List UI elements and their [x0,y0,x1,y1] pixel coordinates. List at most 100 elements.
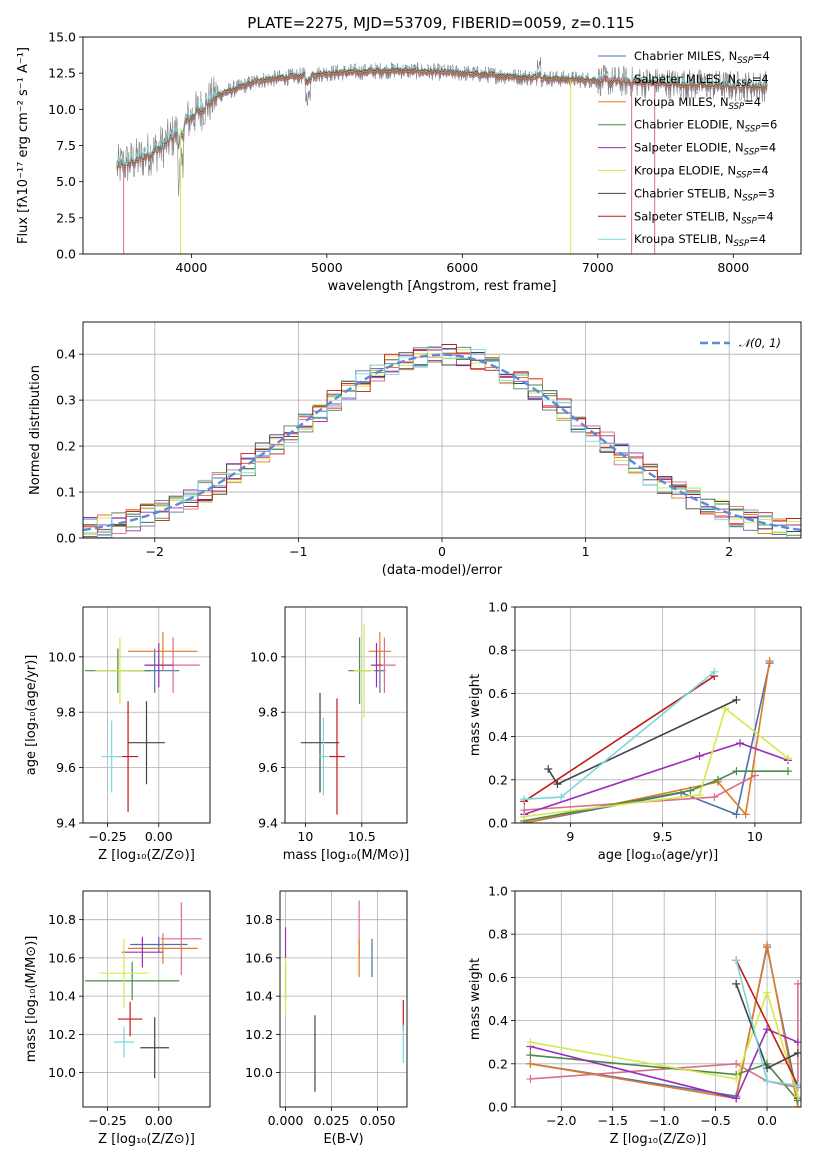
y-tick-label: 10.0 [245,1065,273,1080]
x-tick-label: 5000 [311,260,343,275]
errorbar-kroupa-elodie [99,938,149,1008]
errorbar-chabrier-elodie [85,961,180,1000]
y-tick-label: 10.4 [245,989,273,1004]
legend-entry-chabrier-stelib: Chabrier STELIB, NSSP=3 [634,186,775,203]
y-tick-label: 0.0 [56,531,76,546]
y-tick-label: 10.0 [48,649,76,664]
y-tick-label: 9.8 [258,705,278,720]
errorbar-kroupa-elodie [353,623,375,718]
legend-entry-chabrier-elodie: Chabrier ELODIE, NSSP=6 [634,118,777,135]
weight-marker [732,979,741,988]
errorbar-chabrier-stelib [128,701,165,785]
normal-reference-curve [83,353,801,532]
weight-line-salpeter-elodie [526,1025,801,1103]
x-tick-label: 10.5 [348,829,376,844]
y-tick-label: 12.5 [48,66,76,81]
x-tick-label: 0.050 [360,1113,396,1128]
y-tick-label: 0.2 [56,439,76,454]
figure-title: PLATE=2275, MJD=53709, FIBERID=0059, z=0… [247,14,634,32]
y-tick-label: 1.0 [488,600,508,615]
x-tick-label: 9.5 [653,829,673,844]
weight-marker [732,956,741,965]
weight-line-kroupa-elodie [526,988,801,1101]
y-tick-label: 10.6 [245,950,273,965]
axes-frame [82,606,211,824]
weight-marker [526,1038,535,1047]
x-tick-label: −1.0 [649,1113,679,1128]
weight-marker [557,793,566,802]
y-tick-label: 9.4 [258,816,278,831]
weight-marker [526,1051,535,1060]
x-tick-label: −0.25 [88,1113,126,1128]
legend-entry-kroupa-stelib: Kroupa STELIB, NSSP=4 [634,232,766,249]
y-tick-label: 10.8 [48,912,76,927]
weight-marker [741,810,750,819]
y-tick-label: 0.0 [56,247,76,262]
y-tick-label: 0.2 [488,1056,508,1071]
x-tick-label: −1 [289,544,307,559]
age-vs-mass-xlabel: mass [log₁₀(M/M⊙)] [283,848,410,863]
y-tick-label: 0.1 [56,485,76,500]
weight-marker [544,765,553,773]
weight-marker [732,810,741,819]
errorbar-salpeter-stelib [117,1001,143,1037]
weight-vs-age-xlabel: age [log₁₀(age/yr)] [598,848,719,863]
weight-marker [713,775,722,784]
y-tick-label: 10.0 [250,649,278,664]
spectrum-legend: Chabrier MILES, NSSP=4 Salpeter MILES, NS… [598,49,777,249]
weight-marker [732,1059,741,1068]
spectrum-axes: 4000 5000 6000 7000 8000 0.0 2.5 5.0 7.5 10.0 12.5… [48,30,749,276]
y-tick-label: 9.6 [56,760,76,775]
errorbar-kroupa-miles [128,933,198,964]
weight-marker [732,695,741,704]
model-spectrum-salpeter-miles [116,70,768,173]
y-tick-label: 10.8 [245,912,273,927]
weight-vs-age-ylabel: mass weight [468,674,483,756]
y-tick-label: 2.5 [56,210,76,225]
legend-entry-salpeter-stelib: Salpeter STELIB, NSSP=4 [634,209,774,226]
y-tick-label: 9.8 [56,705,76,720]
mass-vs-Z-ylabel: mass [log₁₀(M/M⊙)] [24,936,39,1063]
x-tick-label: 0.025 [314,1113,350,1128]
weight-marker [765,657,774,665]
weight-marker [710,793,719,802]
residuals-plot-area [83,344,801,538]
y-tick-label: 9.6 [258,760,278,775]
y-tick-label: 1.0 [488,884,508,899]
weight-marker [520,795,529,804]
weight-marker [686,786,695,795]
x-tick-label: 0.0 [757,1113,777,1128]
age-vs-Z-axes: −0.25 0.00 9.4 9.6 9.8 10.0 [48,607,210,844]
axes-frame [284,606,408,824]
axes-frame [514,606,802,824]
legend-entry-kroupa-elodie: Kroupa ELODIE, NSSP=4 [634,164,769,181]
x-tick-label: 0.000 [268,1113,304,1128]
weight-marker [695,752,704,761]
weight-line-chabrier-stelib [544,695,741,789]
errorbar-kroupa-stelib [101,720,122,793]
age-vs-mass-axes: 10 10.5 9.4 9.6 9.8 10.0 [250,607,407,844]
x-tick-label: 4000 [175,260,207,275]
weight-marker [784,767,793,776]
x-tick-label: −2.0 [546,1113,576,1128]
y-tick-label: 0.3 [56,393,76,408]
y-tick-label: 10.2 [48,1027,76,1042]
weight-marker [763,988,772,997]
axes-frame [82,321,802,539]
weight-vs-age-plot-area [520,657,793,823]
axes-frame [82,890,211,1108]
errorbar-chabrier-stelib [140,1017,170,1079]
y-tick-label: 10.0 [48,102,76,117]
y-tick-label: 7.5 [56,138,76,153]
weight-marker [732,1094,741,1103]
weight-marker [732,767,741,776]
weight-marker [520,812,529,821]
errorbar-kroupa-miles [128,631,198,671]
weight-marker [784,754,793,763]
errorbar-salpeter-stelib [329,698,345,815]
x-tick-label: 0.00 [145,829,173,844]
weight-marker [732,1074,741,1083]
residual-hist-kroupa-stelib [83,346,801,538]
x-tick-label: 2 [725,544,733,559]
